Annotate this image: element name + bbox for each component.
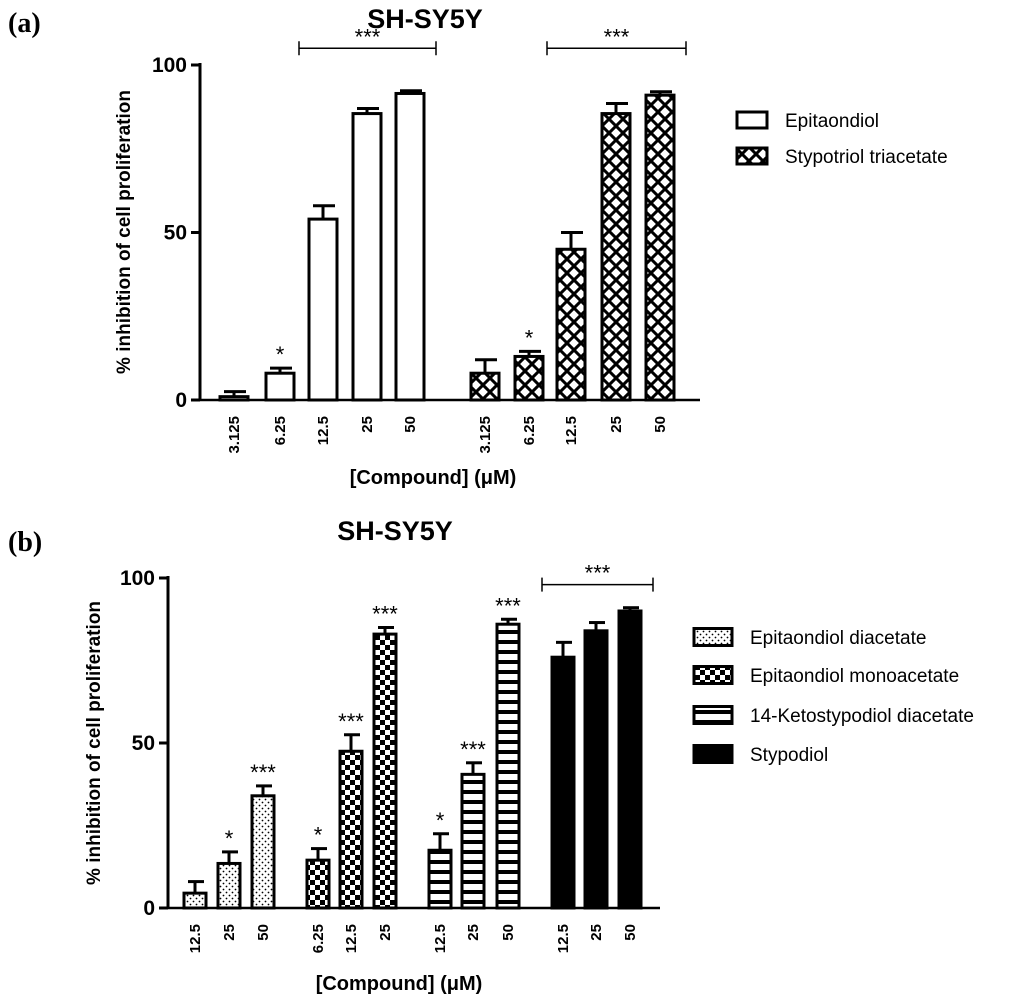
x-tick-label: 50 (402, 416, 419, 433)
x-tick-label: 25 (465, 924, 482, 941)
bar (351, 112, 383, 402)
y-tick-label: 50 (164, 222, 187, 245)
bracket-label: *** (604, 24, 630, 49)
x-tick-label: 12.5 (315, 416, 332, 445)
significance-label: * (225, 826, 234, 851)
x-tick-label: 12.5 (555, 924, 572, 953)
x-tick-label: 25 (359, 416, 376, 433)
significance-label: * (276, 342, 285, 367)
x-tick-label: 50 (652, 416, 669, 433)
bar (305, 858, 331, 910)
significance-label: *** (250, 760, 276, 785)
legend-label: Epitaondiol (785, 111, 879, 132)
bar (307, 217, 339, 402)
bar (394, 91, 426, 402)
chart-title: SH-SY5Y (367, 4, 483, 34)
legend-label: 14-Ketostypodiol diacetate (750, 706, 974, 727)
x-tick-label: 50 (255, 924, 272, 941)
x-tick-label: 6.25 (272, 416, 289, 445)
x-axis-label: [Compound] (μM) (316, 973, 483, 995)
panel-label: (b) (8, 527, 42, 558)
panel-b: (b) SH-SY5Y 0 50 100 % inhibition of cell pro… (8, 516, 974, 995)
significance-label: * (525, 325, 534, 350)
y-axis-label: % inhibition of cell proliferation (114, 90, 135, 374)
bar (495, 622, 521, 910)
significance-label: *** (372, 602, 398, 627)
bar (250, 794, 276, 910)
bar (644, 93, 676, 402)
x-tick-label: 25 (221, 924, 238, 941)
y-tick-label: 0 (175, 389, 187, 412)
x-tick-label: 12.5 (343, 924, 360, 953)
x-tick-label: 12.5 (432, 924, 449, 953)
bar (372, 632, 398, 910)
legend-label: Stypodiol (750, 745, 828, 766)
bar (338, 749, 364, 910)
significance-label: *** (495, 593, 521, 618)
y-tick-label: 50 (132, 732, 155, 755)
x-tick-label: 6.25 (521, 416, 538, 445)
significance-label: *** (460, 737, 486, 762)
bracket-label: *** (585, 561, 611, 586)
bar (513, 354, 545, 402)
bar (617, 609, 643, 910)
bar (264, 371, 296, 402)
bar (427, 848, 453, 910)
y-tick-label: 100 (120, 567, 155, 590)
bar (469, 371, 501, 402)
legend-swatch (692, 627, 734, 647)
legend-swatch (735, 146, 769, 166)
bar (460, 772, 486, 910)
bar (218, 395, 250, 402)
x-tick-label: 3.125 (226, 416, 243, 454)
bar (216, 861, 242, 910)
bar (600, 112, 632, 402)
x-tick-label: 25 (377, 924, 394, 941)
significance-label: * (314, 823, 323, 848)
bar (555, 247, 587, 402)
y-tick-label: 100 (152, 54, 187, 77)
legend-label: Epitaondiol diacetate (750, 628, 926, 649)
bar (583, 629, 609, 910)
x-tick-label: 12.5 (563, 416, 580, 445)
panel-label: (a) (8, 8, 41, 39)
y-tick-label: 0 (143, 897, 155, 920)
x-tick-label: 50 (622, 924, 639, 941)
legend-swatch (692, 744, 734, 764)
legend-label: Epitaondiol monoacetate (750, 666, 959, 687)
x-tick-label: 12.5 (187, 924, 204, 953)
legend-swatch (692, 705, 734, 725)
x-tick-label: 25 (608, 416, 625, 433)
bar (550, 655, 576, 910)
bar (182, 891, 208, 910)
significance-label: * (436, 808, 445, 833)
x-tick-label: 25 (588, 924, 605, 941)
legend-swatch (735, 110, 769, 130)
x-tick-label: 50 (500, 924, 517, 941)
legend-swatch (692, 665, 734, 685)
significance-label: *** (338, 709, 364, 734)
chart-title: SH-SY5Y (337, 516, 453, 546)
x-tick-label: 3.125 (477, 416, 494, 454)
legend-label: Stypotriol triacetate (785, 147, 948, 168)
y-axis-label: % inhibition of cell proliferation (84, 601, 105, 885)
x-axis-label: [Compound] (μM) (350, 467, 517, 489)
panel-a: (a) SH-SY5Y 0 50 100 % inhibition of cell pro… (8, 4, 948, 489)
bracket-label: *** (355, 24, 381, 49)
x-tick-label: 6.25 (310, 924, 327, 953)
